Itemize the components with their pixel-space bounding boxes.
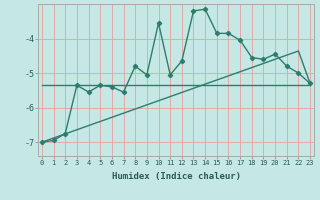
X-axis label: Humidex (Indice chaleur): Humidex (Indice chaleur) — [111, 172, 241, 181]
